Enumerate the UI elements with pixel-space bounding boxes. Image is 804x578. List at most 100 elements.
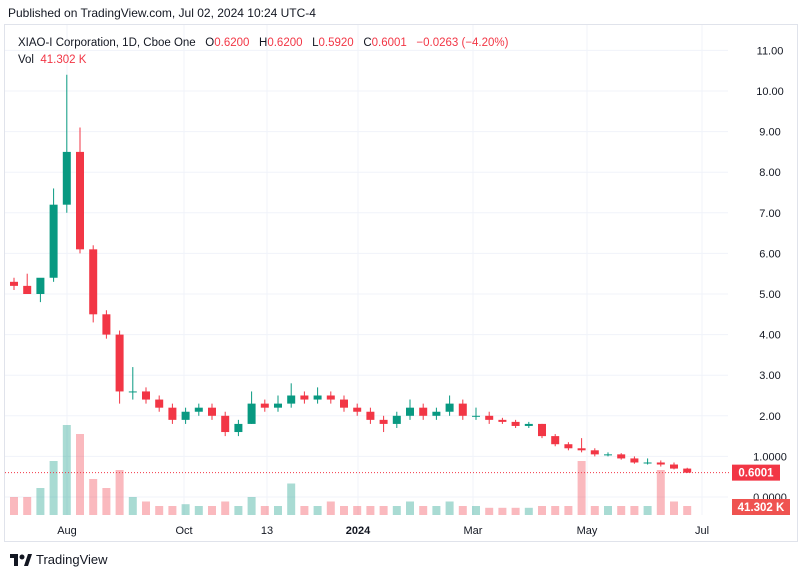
candle-body [274, 403, 282, 408]
low-value: 0.5920 [318, 37, 354, 49]
candle-body [498, 419, 507, 422]
volume-bar [36, 488, 45, 515]
candle-body [511, 421, 520, 426]
volume-bar [564, 506, 573, 515]
volume-bar [142, 501, 150, 515]
tradingview-logo-icon [10, 553, 32, 566]
volume-bar [498, 507, 507, 515]
change-value: −0.0263 (−4.20%) [416, 37, 509, 49]
published-caption: Published on TradingView.com, Jul 02, 20… [8, 6, 316, 20]
y-tick-label: 9.00 [759, 127, 780, 139]
x-tick-label: May [577, 525, 598, 537]
candle-body [458, 403, 467, 416]
volume-bar [538, 506, 546, 515]
candle-body [128, 391, 137, 393]
last-volume-label: 41.302 K [738, 502, 785, 514]
volume-bar [76, 434, 84, 515]
candle-body [300, 395, 309, 400]
volume-bar [115, 470, 124, 515]
y-tick-label: 10.00 [756, 86, 784, 98]
last-price-badge [732, 464, 780, 481]
volume-bar [604, 506, 612, 515]
candle-body [406, 407, 414, 416]
candle-body [155, 399, 164, 408]
volume-bar [432, 506, 441, 515]
candle-body [630, 458, 639, 463]
y-tick-label: 2.00 [759, 411, 780, 423]
high-label: H [259, 37, 268, 49]
x-tick-label: Aug [57, 525, 77, 537]
volume-bar [300, 506, 309, 515]
y-tick-label: 7.00 [759, 208, 780, 220]
candle-body [142, 391, 150, 400]
candle-body [49, 204, 58, 278]
open-label: O [205, 37, 215, 49]
volume-bar [208, 506, 216, 515]
high-value: 0.6200 [267, 37, 303, 49]
volume-bar [630, 506, 639, 515]
candle-body [287, 395, 296, 404]
volume-bar [406, 501, 414, 515]
volume-bar [221, 501, 230, 515]
volume-bar [485, 507, 494, 515]
volume-bar [392, 506, 401, 515]
candle-body [221, 415, 230, 433]
volume-bar [511, 507, 520, 515]
volume-bar [340, 506, 348, 515]
y-tick-label: 6.00 [759, 248, 780, 260]
candle-body [62, 151, 71, 205]
volume-bar [577, 461, 586, 515]
x-tick-label: Jul [695, 525, 709, 537]
candle-body [194, 407, 203, 412]
last-price-label: 0.6001 [738, 468, 774, 480]
last-volume-badge [732, 499, 790, 515]
volume-bar [168, 506, 177, 515]
candle-body [23, 285, 32, 294]
candle-body [485, 415, 494, 420]
candle-body [643, 462, 652, 464]
volume-bar [287, 483, 296, 515]
candle-body [432, 411, 441, 416]
y-tick-label: 5.00 [759, 289, 780, 301]
tradingview-logo[interactable]: TradingView [10, 552, 108, 567]
x-tick-label: 13 [261, 525, 273, 537]
volume-bar [353, 506, 362, 515]
volume-value: 41.302 K [40, 54, 87, 66]
candle-body [89, 249, 98, 315]
candle-body [260, 403, 269, 408]
volume-bar [656, 470, 665, 515]
candle-body [234, 423, 243, 433]
x-tick-label: Oct [175, 525, 192, 537]
volume-bar [23, 497, 32, 515]
candle-body [115, 334, 124, 392]
volume-bar [247, 497, 256, 515]
volume-bar [683, 506, 692, 515]
candle-body [208, 407, 216, 416]
volume-bar [234, 506, 243, 515]
volume-bar [128, 497, 137, 515]
logo-text: TradingView [36, 552, 108, 567]
volume-bar [379, 506, 388, 515]
volume-bar [366, 506, 375, 515]
chart-frame[interactable] [4, 24, 798, 542]
volume-bar [62, 425, 71, 515]
low-label: L [312, 37, 319, 49]
volume-bar [313, 506, 322, 515]
open-value: 0.6200 [214, 37, 250, 49]
volume-label: Vol [18, 54, 34, 66]
volume-bar [326, 501, 335, 515]
candle-body [353, 407, 362, 412]
candle-body [524, 423, 533, 426]
volume-bar [419, 506, 428, 515]
volume-bar [590, 506, 599, 515]
volume-bar [643, 506, 652, 515]
volume-bar [617, 506, 626, 515]
volume-bar [472, 506, 480, 515]
x-tick-label: Mar [464, 525, 483, 537]
volume-bar [445, 501, 454, 515]
candle-body [670, 464, 678, 469]
candle-body [538, 423, 546, 437]
candle-body [247, 403, 256, 424]
candle-body [604, 454, 612, 456]
